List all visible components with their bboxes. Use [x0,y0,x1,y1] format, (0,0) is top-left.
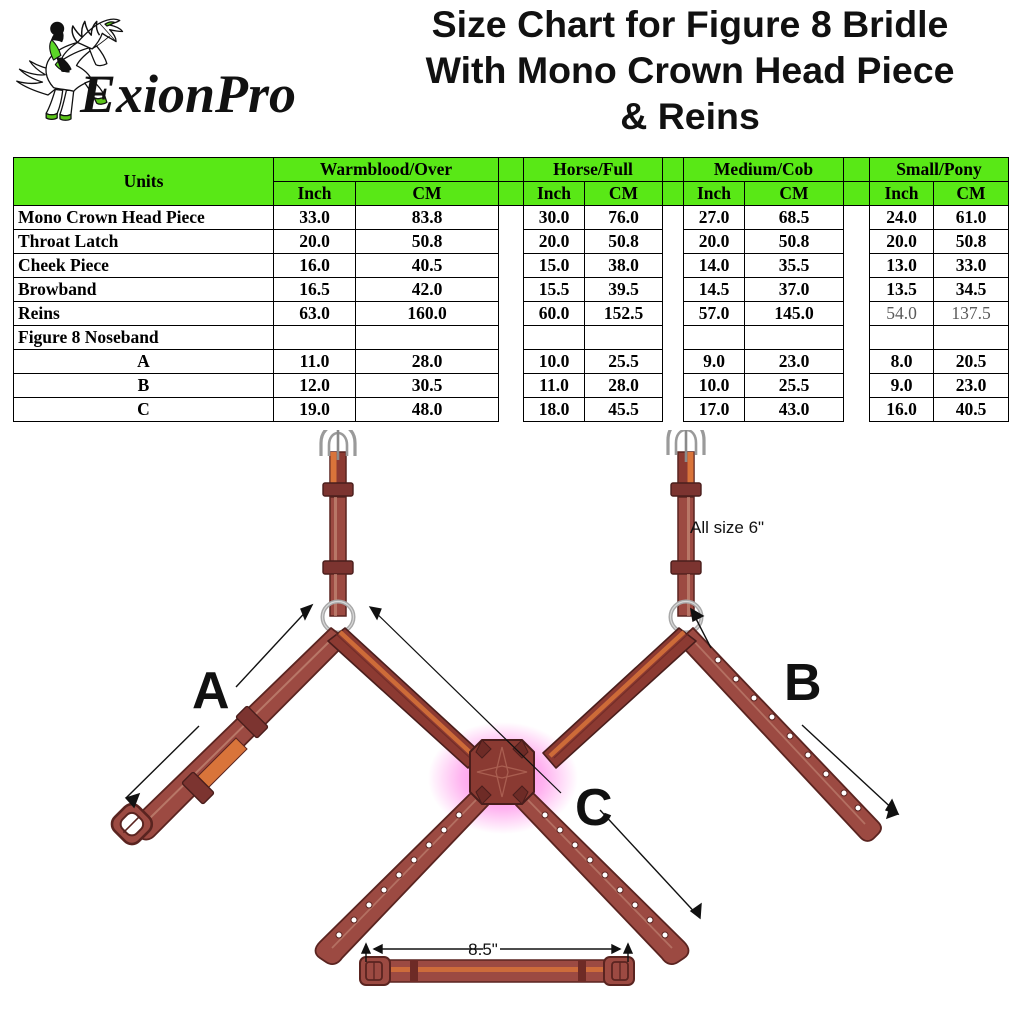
svg-text:ExionPro: ExionPro [79,64,296,124]
svg-text:B: B [784,654,822,712]
svg-text:C: C [575,779,613,837]
svg-text:8.5": 8.5" [468,940,498,959]
svg-text:A: A [192,662,230,720]
svg-text:All size 6": All size 6" [690,518,764,537]
